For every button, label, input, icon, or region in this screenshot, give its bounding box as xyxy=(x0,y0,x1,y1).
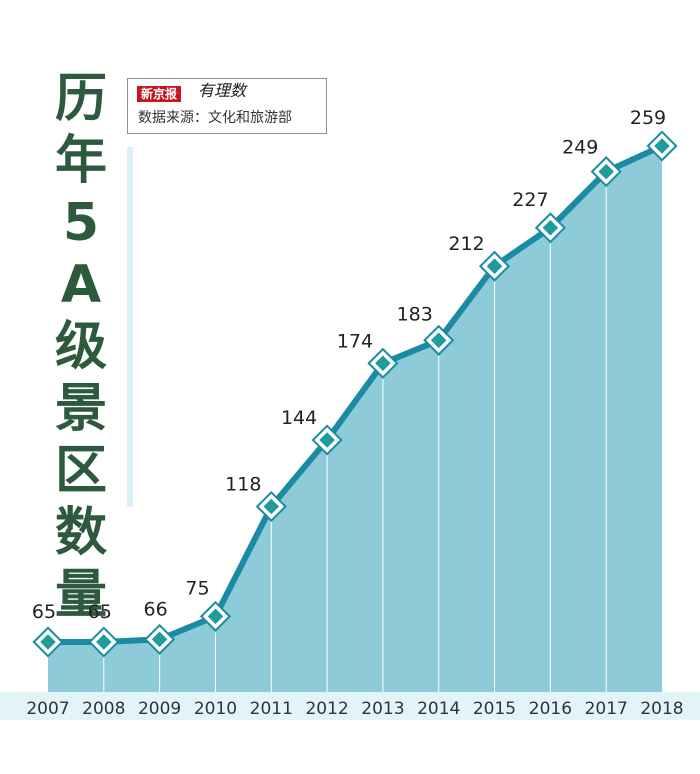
title-char: 级 xyxy=(54,317,107,377)
title-accent-bar xyxy=(127,147,133,507)
data-label-2017: 249 xyxy=(562,137,598,159)
year-gridlines xyxy=(103,171,607,692)
x-tick-2011: 2011 xyxy=(250,699,293,719)
marker-2008 xyxy=(88,626,120,658)
title-char: 数 xyxy=(54,503,107,563)
marker-2018 xyxy=(646,130,678,162)
data-label-2013: 174 xyxy=(337,330,373,352)
data-label-2011: 118 xyxy=(225,474,261,496)
title-char: 5 xyxy=(62,193,100,253)
marker-2016 xyxy=(534,212,566,244)
x-tick-2007: 2007 xyxy=(26,699,69,719)
marker-2011 xyxy=(255,490,287,523)
title-char: 年 xyxy=(54,131,107,191)
marker-2010 xyxy=(199,600,232,632)
x-tick-2010: 2010 xyxy=(194,699,237,719)
data-label-2014: 183 xyxy=(397,303,433,325)
marker-2013 xyxy=(367,347,399,379)
data-label-2016: 227 xyxy=(512,189,548,211)
marker-2017 xyxy=(590,156,622,188)
x-tick-2018: 2018 xyxy=(640,699,683,719)
data-label-2018: 259 xyxy=(630,107,666,129)
x-tick-2013: 2013 xyxy=(361,699,404,719)
source-text: 数据来源：文化和旅游部 xyxy=(138,110,292,126)
marker-2007 xyxy=(32,626,64,658)
marker-2015 xyxy=(478,250,511,282)
data-label-2015: 212 xyxy=(448,233,484,255)
x-axis-band xyxy=(0,692,700,720)
x-tick-2015: 2015 xyxy=(473,699,516,719)
data-label-2007: 65 xyxy=(32,601,56,623)
brand-logo-badge: 新京报 xyxy=(137,86,182,102)
data-labels: 65 65 66 75 118 144 174 183 212 227 249 259 xyxy=(32,107,666,623)
x-tick-2008: 2008 xyxy=(82,699,125,719)
x-tick-2017: 2017 xyxy=(585,699,628,719)
title-char: 历 xyxy=(54,69,107,129)
marker-2012 xyxy=(311,424,343,456)
x-tick-labels: 2007 2008 2009 2010 2011 2012 2013 2014 2015 2016… xyxy=(26,699,683,719)
data-label-2012: 144 xyxy=(281,407,317,429)
data-label-2009: 66 xyxy=(144,598,168,620)
marker-2014 xyxy=(423,324,455,356)
title-char: 景 xyxy=(54,379,107,439)
title-char: 区 xyxy=(54,441,107,501)
title-char: 量 xyxy=(54,565,107,625)
brand-logo-script: 有理数 xyxy=(198,81,247,100)
data-label-2008: 65 xyxy=(88,601,112,623)
chart-title: 历 年 5 A 级 景 区 数 量 xyxy=(46,68,116,626)
marker-2009 xyxy=(144,623,176,655)
area-fill xyxy=(48,146,662,692)
x-tick-2012: 2012 xyxy=(305,699,348,719)
title-char: A xyxy=(60,255,102,315)
x-tick-2014: 2014 xyxy=(417,699,460,719)
series-markers xyxy=(32,130,678,658)
data-label-2010: 75 xyxy=(185,577,209,599)
x-tick-2009: 2009 xyxy=(138,699,181,719)
source-box: 新京报 有理数 数据来源：文化和旅游部 xyxy=(127,78,327,134)
x-tick-2016: 2016 xyxy=(529,699,572,719)
